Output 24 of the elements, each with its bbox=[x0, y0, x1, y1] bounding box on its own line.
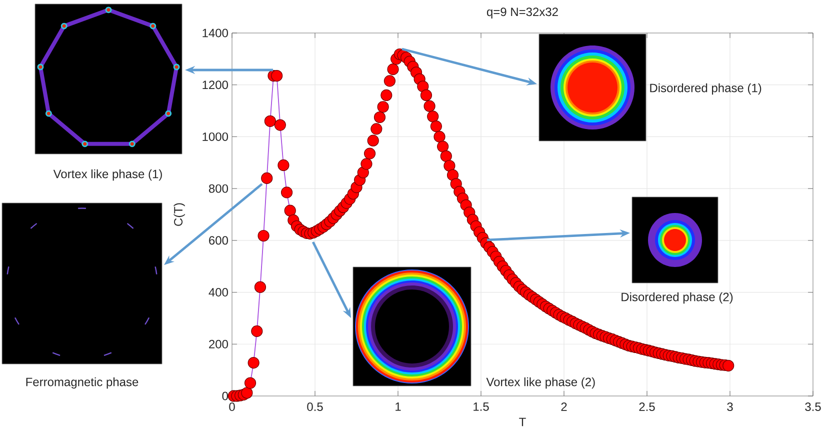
x-tick-label: 0.5 bbox=[307, 402, 323, 412]
chart-title: q=9 N=32x32 bbox=[486, 8, 558, 18]
text: Vortex like phase (1) bbox=[53, 169, 162, 181]
y-tick-label: 1000 bbox=[202, 132, 228, 141]
y-tick-label: 0 bbox=[222, 392, 228, 400]
x-tick-label: 2.5 bbox=[639, 402, 655, 412]
x-axis-title: T bbox=[519, 418, 526, 426]
x-tick-label: 3.5 bbox=[805, 402, 821, 412]
y-tick-label: 1400 bbox=[202, 28, 228, 38]
x-tick-label: 1 bbox=[396, 402, 401, 411]
annotation: Disordered phase (1) bbox=[650, 83, 762, 95]
x-tick-label: 3 bbox=[727, 402, 733, 412]
y-tick-label: 600 bbox=[209, 236, 228, 245]
y-tick-label: 400 bbox=[208, 288, 228, 297]
y-tick-label: 800 bbox=[208, 184, 228, 193]
y-axis-title: C(T) bbox=[174, 203, 185, 226]
x-tick-label: 2 bbox=[561, 402, 567, 411]
y-tick-label: 1200 bbox=[202, 80, 228, 90]
x-tick-label: 0 bbox=[229, 402, 235, 412]
y-tick-label: 200 bbox=[209, 340, 228, 348]
text: Ferromagnetic phase bbox=[26, 377, 138, 389]
x-tick-label: 1.5 bbox=[474, 402, 489, 411]
annotation: Disordered phase (2) bbox=[622, 292, 733, 304]
annotation: Vortex like phase (2) bbox=[486, 377, 595, 389]
